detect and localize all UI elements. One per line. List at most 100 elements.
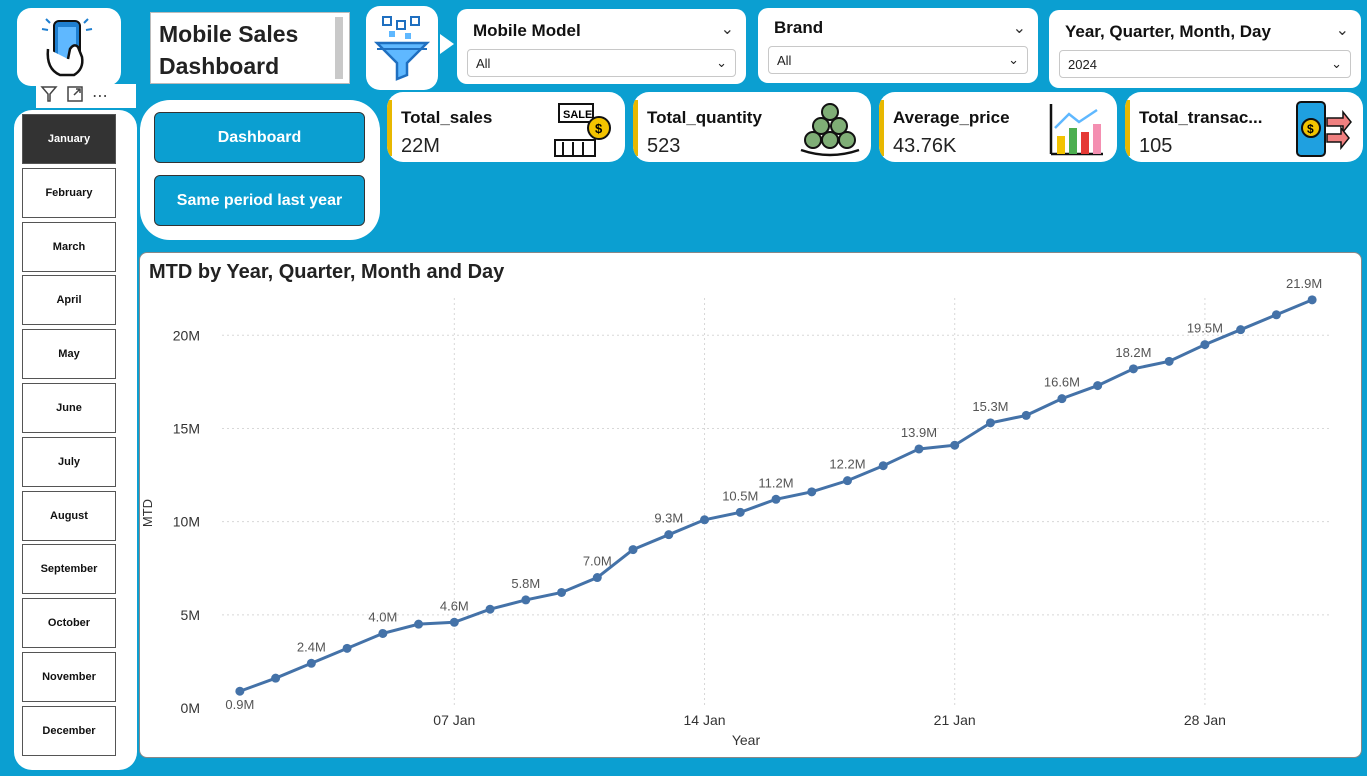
chevron-down-icon[interactable]: ⌄ [1012, 20, 1026, 37]
svg-text:$: $ [1307, 122, 1314, 136]
data-point [1236, 325, 1246, 335]
x-axis-label: Year [732, 732, 761, 748]
data-label: 21.9M [1286, 276, 1322, 291]
y-tick-label: 20M [173, 327, 200, 343]
data-point [1021, 410, 1031, 420]
kpi-value: 523 [647, 135, 681, 157]
brand-value: All [777, 52, 792, 68]
kpi-accent [879, 100, 884, 156]
chevron-down-icon[interactable]: ⌄ [720, 21, 734, 38]
data-point [735, 507, 745, 517]
month-button-february[interactable]: February [22, 167, 116, 218]
kpi-average-price: Average_price 43.76K [879, 92, 1117, 162]
data-point [1307, 295, 1317, 305]
month-button-july[interactable]: July [22, 436, 116, 487]
navigation-panel: Dashboard Same period last year [140, 100, 380, 240]
chart-title: MTD by Year, Quarter, Month and Day [149, 261, 505, 283]
kpi-value: 105 [1139, 135, 1173, 157]
x-tick-label: 14 Jan [683, 712, 725, 728]
date-hierarchy-value: 2024 [1068, 56, 1097, 72]
data-point [449, 617, 459, 627]
data-point [306, 658, 316, 668]
data-label: 12.2M [829, 457, 865, 472]
dashboard-button[interactable]: Dashboard [154, 112, 365, 163]
focus-mode-icon[interactable] [66, 85, 84, 108]
kpi-name: Total_transac... [1139, 108, 1263, 127]
title-line-1: Mobile Sales [159, 21, 299, 47]
data-point [700, 515, 710, 525]
data-point [557, 587, 567, 597]
month-button-june[interactable]: June [22, 383, 116, 433]
data-point [950, 440, 960, 450]
data-point [807, 487, 817, 497]
kpi-value: 22M [401, 135, 440, 157]
data-point [1271, 310, 1281, 320]
month-button-august[interactable]: August [22, 490, 116, 541]
data-point [628, 545, 638, 555]
data-label: 9.3M [654, 511, 683, 526]
brand-label: Brand [774, 18, 824, 37]
kpi-value: 43.76K [893, 135, 957, 157]
data-label: 19.5M [1187, 321, 1223, 336]
month-button-september[interactable]: September [22, 544, 116, 595]
same-period-last-year-button[interactable]: Same period last year [154, 175, 365, 226]
kpi-name: Total_quantity [647, 108, 762, 127]
month-button-april[interactable]: April [22, 275, 116, 326]
kpi-total-quantity: Total_quantity 523 [633, 92, 871, 162]
chevron-down-icon: ⌄ [1331, 56, 1342, 71]
data-label: 7.0M [583, 554, 612, 569]
phone-payment-icon: $ [1296, 101, 1352, 157]
brand-slicer[interactable]: Brand ⌄ All ⌄ [758, 8, 1038, 83]
brand-dropdown[interactable]: All ⌄ [768, 46, 1028, 74]
data-point [1164, 356, 1174, 366]
bar-chart-icon [1049, 104, 1103, 156]
mobile-model-slicer[interactable]: Mobile Model ⌄ All ⌄ [457, 9, 746, 84]
data-point [485, 604, 495, 614]
month-button-october[interactable]: October [22, 598, 116, 649]
title-scrollbar [335, 17, 343, 79]
date-hierarchy-dropdown[interactable]: 2024 ⌄ [1059, 50, 1351, 78]
y-tick-label: 15M [173, 420, 200, 436]
mobile-model-dropdown[interactable]: All ⌄ [467, 49, 736, 77]
data-point [1200, 340, 1210, 350]
month-button-january[interactable]: January [22, 114, 116, 164]
month-button-december[interactable]: December [22, 705, 116, 756]
data-label: 11.2M [758, 475, 793, 490]
filter-panel-button[interactable] [366, 6, 438, 90]
more-options-icon[interactable]: ⋯ [92, 88, 109, 105]
y-axis-label: MTD [140, 499, 155, 527]
date-hierarchy-slicer[interactable]: Year, Quarter, Month, Day ⌄ 2024 ⌄ [1049, 10, 1361, 88]
mobile-model-label: Mobile Model [473, 21, 581, 40]
funnel-icon [373, 16, 431, 81]
data-point [378, 628, 388, 638]
data-point [271, 673, 281, 683]
arrow-right-icon [440, 34, 454, 54]
kpi-accent [387, 100, 392, 156]
kpi-total-sales: Total_sales 22M SALE $ [387, 92, 625, 162]
data-point [842, 476, 852, 486]
data-label: 0.9M [225, 697, 254, 712]
filter-icon[interactable] [40, 85, 58, 108]
data-point [235, 686, 245, 696]
kpi-name: Average_price [893, 108, 1010, 127]
data-label: 4.6M [440, 598, 469, 613]
hand-phone-icon [41, 18, 93, 77]
data-point [914, 444, 924, 454]
y-tick-label: 10M [173, 514, 200, 530]
chevron-down-icon: ⌄ [716, 55, 727, 70]
sale-icon: SALE $ [554, 103, 611, 157]
kpi-accent [633, 100, 638, 156]
data-label: 10.5M [722, 488, 758, 503]
month-button-march[interactable]: March [22, 221, 116, 272]
data-point [1093, 381, 1103, 391]
month-button-november[interactable]: November [22, 652, 116, 702]
y-tick-label: 0M [181, 700, 200, 716]
data-label: 2.4M [297, 639, 326, 654]
x-tick-label: 07 Jan [433, 712, 475, 728]
data-point [342, 643, 352, 653]
svg-text:$: $ [595, 121, 603, 136]
chevron-down-icon[interactable]: ⌄ [1335, 22, 1349, 39]
month-button-may[interactable]: May [22, 329, 116, 380]
title-line-2: Dashboard [159, 53, 280, 79]
visual-toolbar: ⋯ [36, 84, 136, 108]
